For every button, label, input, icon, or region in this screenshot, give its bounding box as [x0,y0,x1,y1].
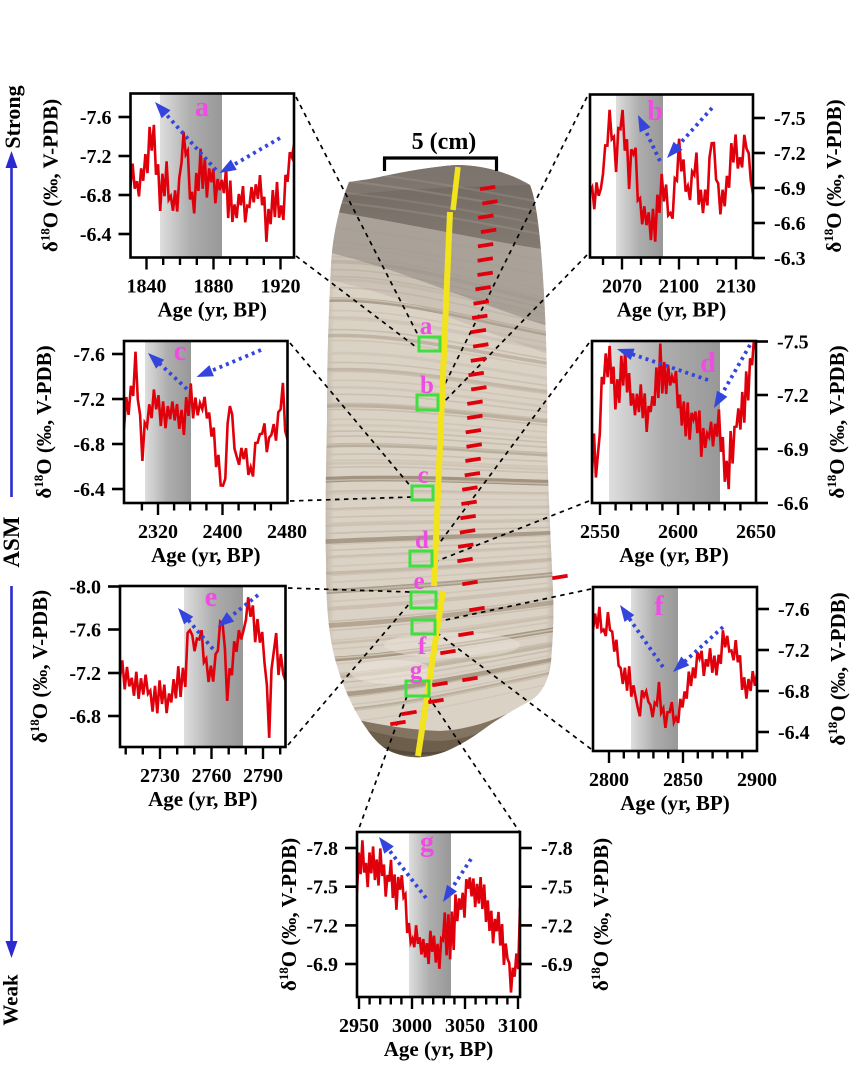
svg-text:-7.8: -7.8 [306,838,338,860]
svg-text:Age (yr, BP): Age (yr, BP) [620,791,729,815]
svg-text:2130: 2130 [716,276,756,298]
svg-text:-6.6: -6.6 [777,493,809,515]
svg-text:2800: 2800 [589,769,629,791]
svg-text:-6.9: -6.9 [777,439,809,461]
svg-text:e: e [205,582,217,613]
svg-text:3100: 3100 [498,1015,538,1037]
svg-text:-7.2: -7.2 [73,389,105,411]
svg-text:δ18O (‰, V-PDB): δ18O (‰, V-PDB) [276,838,301,991]
svg-text:δ18O (‰, V-PDB): δ18O (‰, V-PDB) [825,592,850,745]
svg-text:b: b [647,96,663,127]
svg-text:δ18O (‰, V-PDB): δ18O (‰, V-PDB) [588,838,613,991]
svg-text:-7.2: -7.2 [777,385,809,407]
svg-text:δ18O (‰, V-PDB): δ18O (‰, V-PDB) [31,345,56,498]
svg-text:2480: 2480 [267,521,307,543]
svg-text:-7.2: -7.2 [69,663,101,685]
svg-text:-6.6: -6.6 [774,213,806,235]
svg-text:-7.2: -7.2 [306,915,338,937]
svg-text:δ18O (‰, V-PDB): δ18O (‰, V-PDB) [27,590,52,743]
svg-text:f: f [418,633,427,660]
svg-text:-7.5: -7.5 [541,877,573,899]
svg-text:2100: 2100 [659,276,699,298]
svg-text:-7.6: -7.6 [778,599,810,621]
svg-text:-7.5: -7.5 [777,332,809,354]
svg-text:-6.9: -6.9 [774,178,806,200]
svg-text:c: c [174,336,186,367]
svg-text:-7.8: -7.8 [541,838,573,860]
svg-text:1840: 1840 [127,276,167,298]
svg-text:-6.4: -6.4 [73,479,105,501]
svg-text:Age (yr, BP): Age (yr, BP) [151,543,260,567]
svg-text:1920: 1920 [261,276,301,298]
svg-text:b: b [420,372,434,399]
svg-text:δ18O (‰, V-PDB): δ18O (‰, V-PDB) [821,99,846,252]
svg-text:f: f [654,591,664,622]
svg-text:-7.6: -7.6 [80,107,112,129]
svg-text:-6.4: -6.4 [80,224,112,246]
svg-text:-8.0: -8.0 [69,577,101,599]
svg-text:-6.8: -6.8 [778,681,810,703]
svg-text:2730: 2730 [140,765,180,787]
svg-text:-7.2: -7.2 [778,640,810,662]
svg-text:δ18O (‰, V-PDB): δ18O (‰, V-PDB) [824,345,849,498]
svg-text:-7.2: -7.2 [541,915,573,937]
svg-text:2400: 2400 [203,521,243,543]
svg-text:3000: 3000 [392,1015,432,1037]
svg-text:a: a [195,92,209,123]
svg-text:e: e [413,568,424,595]
svg-text:c: c [417,462,428,489]
svg-text:-7.5: -7.5 [774,108,806,130]
svg-text:2950: 2950 [339,1015,379,1037]
svg-text:δ18O (‰, V-PDB): δ18O (‰, V-PDB) [38,99,63,252]
svg-text:-6.4: -6.4 [778,722,810,744]
svg-text:-6.3: -6.3 [774,248,806,270]
svg-text:a: a [420,313,433,340]
svg-text:d: d [700,348,716,379]
svg-text:2550: 2550 [580,521,620,543]
svg-text:2900: 2900 [737,769,777,791]
svg-text:-6.8: -6.8 [80,185,112,207]
svg-text:1880: 1880 [194,276,234,298]
svg-text:-7.2: -7.2 [80,146,112,168]
svg-text:Age (yr, BP): Age (yr, BP) [148,787,257,811]
svg-text:2850: 2850 [663,769,703,791]
svg-text:Strong: Strong [0,85,25,148]
svg-text:2650: 2650 [736,521,776,543]
svg-text:Age (yr, BP): Age (yr, BP) [619,543,728,567]
svg-text:2790: 2790 [243,765,283,787]
svg-text:g: g [410,657,423,684]
svg-text:Age (yr, BP): Age (yr, BP) [157,298,266,322]
svg-text:Age (yr, BP): Age (yr, BP) [617,298,726,322]
svg-text:-6.9: -6.9 [306,954,338,976]
svg-text:2760: 2760 [192,765,232,787]
svg-text:-6.8: -6.8 [73,434,105,456]
svg-text:2600: 2600 [658,521,698,543]
svg-text:-7.6: -7.6 [69,620,101,642]
svg-text:Weak: Weak [0,974,23,1026]
svg-text:2070: 2070 [602,276,642,298]
svg-text:2320: 2320 [138,521,178,543]
svg-text:3050: 3050 [445,1015,485,1037]
svg-text:-6.8: -6.8 [69,706,101,728]
svg-text:-7.5: -7.5 [306,877,338,899]
svg-text:d: d [415,527,429,554]
svg-text:5 (cm): 5 (cm) [412,129,477,155]
svg-text:Age (yr, BP): Age (yr, BP) [384,1037,493,1061]
svg-text:-6.9: -6.9 [541,954,573,976]
svg-text:-7.6: -7.6 [73,344,105,366]
svg-text:g: g [420,827,434,858]
svg-text:-7.2: -7.2 [774,143,806,165]
svg-text:ASM: ASM [0,516,24,567]
